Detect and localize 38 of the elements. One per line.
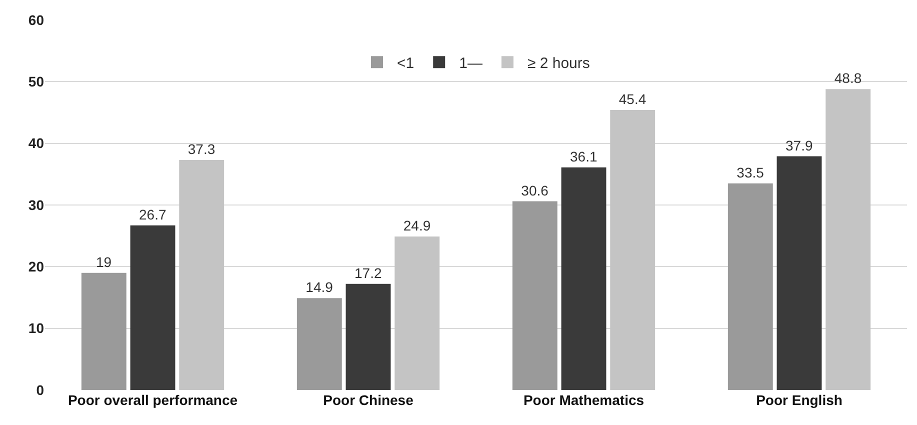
data-label: 37.3 (188, 140, 216, 157)
y-tick-label: 0 (36, 382, 44, 398)
bar (296, 298, 342, 390)
x-tick-label: Poor Mathematics (523, 392, 644, 408)
data-label: 33.5 (736, 164, 764, 180)
data-label: 30.6 (521, 182, 549, 198)
bar (561, 167, 606, 390)
data-label: 48.8 (834, 70, 862, 86)
bar (130, 225, 176, 390)
data-label: 14.9 (306, 279, 334, 296)
y-tick-label: 20 (28, 258, 44, 275)
data-label: 37.9 (786, 137, 813, 154)
y-tick-label: 50 (28, 74, 44, 90)
data-label: 17.2 (354, 264, 382, 281)
data-label: 26.7 (139, 206, 166, 222)
x-tick-label: Poor English (756, 392, 842, 408)
y-tick-label: 30 (28, 196, 44, 213)
bar (776, 156, 822, 390)
data-label: 36.1 (570, 148, 598, 164)
x-tick-label: Poor overall performance (68, 392, 238, 408)
bar (179, 160, 224, 390)
data-label: 19 (96, 254, 112, 270)
y-tick-label: 60 (28, 12, 44, 28)
bar (826, 89, 871, 390)
x-tick-label: Poor Chinese (323, 392, 414, 408)
legend-label: 1— (459, 55, 482, 72)
bar (610, 110, 656, 390)
y-tick-label: 10 (28, 320, 44, 336)
data-label: 45.4 (618, 91, 646, 108)
legend-label: ≥ 2 hours (527, 55, 590, 72)
y-tick-label: 40 (28, 135, 44, 152)
bar (728, 183, 773, 390)
bar (512, 201, 558, 390)
bar (81, 272, 126, 390)
legend-label: <1 (397, 55, 414, 72)
bar (346, 284, 391, 390)
data-label: 24.9 (403, 217, 431, 234)
bar (394, 236, 440, 390)
